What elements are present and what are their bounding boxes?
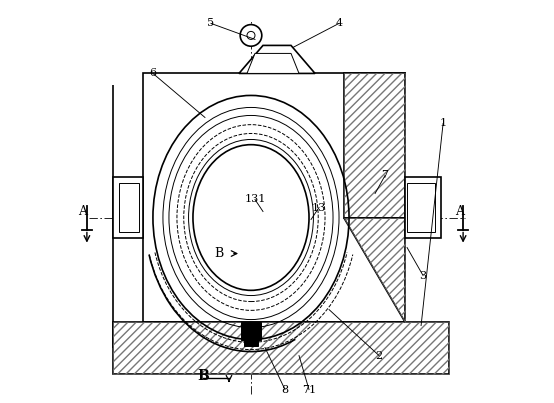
- Polygon shape: [241, 322, 261, 340]
- Text: 71: 71: [302, 384, 316, 395]
- Polygon shape: [239, 46, 315, 73]
- Text: 13: 13: [312, 202, 326, 212]
- Polygon shape: [344, 73, 405, 218]
- Text: 2: 2: [376, 351, 383, 361]
- Text: 131: 131: [244, 195, 266, 204]
- Text: 7: 7: [382, 170, 388, 181]
- Polygon shape: [143, 73, 405, 322]
- Text: 6: 6: [150, 69, 156, 79]
- Polygon shape: [407, 183, 435, 231]
- Text: 3: 3: [419, 270, 427, 280]
- Polygon shape: [113, 177, 143, 237]
- Text: 1: 1: [439, 118, 447, 129]
- Polygon shape: [119, 183, 139, 231]
- Text: A: A: [78, 205, 87, 218]
- Text: 5: 5: [207, 19, 214, 28]
- Polygon shape: [113, 322, 449, 374]
- Text: 8: 8: [281, 384, 289, 395]
- Polygon shape: [247, 54, 299, 73]
- Text: B: B: [214, 247, 224, 260]
- Circle shape: [240, 25, 262, 46]
- Text: A: A: [455, 205, 464, 218]
- Polygon shape: [405, 177, 441, 237]
- Text: 4: 4: [336, 19, 342, 28]
- Polygon shape: [344, 218, 405, 322]
- Polygon shape: [244, 340, 258, 346]
- Text: B: B: [197, 369, 209, 382]
